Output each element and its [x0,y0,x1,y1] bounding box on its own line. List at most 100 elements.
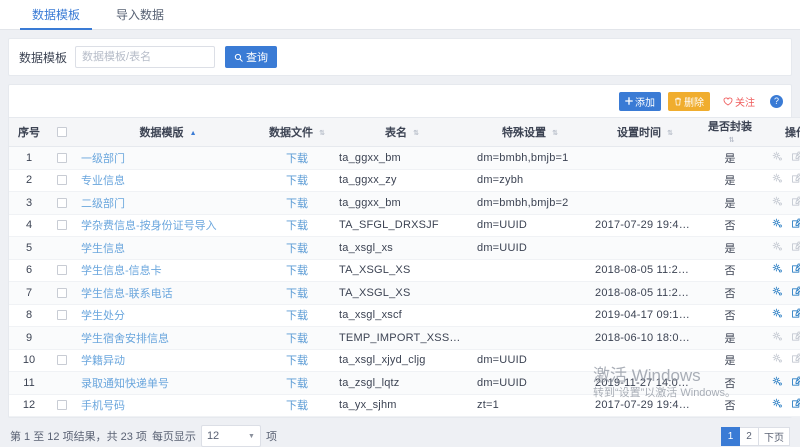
cell-checkbox[interactable] [49,237,75,260]
template-link[interactable]: 学籍异动 [81,355,125,367]
configure-icon[interactable] [772,331,783,342]
add-button[interactable]: 添加 [619,92,661,111]
cell-checkbox[interactable] [49,282,75,305]
column-header-tablename[interactable]: 表名 ⇅ [333,118,471,147]
cell-checkbox[interactable] [49,327,75,350]
pagesize-select[interactable]: 12 ▼ [201,425,261,447]
configure-icon[interactable] [772,308,783,319]
cell-file[interactable]: 下载 [261,169,333,192]
download-link[interactable]: 下载 [286,288,308,300]
column-header-file[interactable]: 数据文件 ⇅ [261,118,333,147]
cell-checkbox[interactable] [49,214,75,237]
row-checkbox[interactable] [57,153,67,163]
edit-icon[interactable] [791,353,800,364]
delete-button[interactable]: 删除 [668,92,710,111]
download-link[interactable]: 下载 [286,378,308,390]
row-checkbox[interactable] [57,220,67,230]
select-all-checkbox[interactable] [57,127,67,137]
cell-template[interactable]: 录取通知快递单号 [75,372,261,395]
cell-file[interactable]: 下载 [261,259,333,282]
template-link[interactable]: 一级部门 [81,153,125,165]
column-header-select-all[interactable] [49,118,75,147]
cell-checkbox[interactable] [49,304,75,327]
template-link[interactable]: 录取通知快递单号 [81,378,169,390]
cell-file[interactable]: 下载 [261,147,333,170]
cell-checkbox[interactable] [49,349,75,372]
edit-icon[interactable] [791,218,800,229]
cell-template[interactable]: 学生信息 [75,237,261,260]
template-link[interactable]: 学生处分 [81,310,125,322]
download-link[interactable]: 下载 [286,220,308,232]
cell-template[interactable]: 学生信息-联系电话 [75,282,261,305]
template-link[interactable]: 学生信息-信息卡 [81,265,162,277]
cell-template[interactable]: 学生宿舍安排信息 [75,327,261,350]
row-checkbox[interactable] [57,310,67,320]
configure-icon[interactable] [772,196,783,207]
configure-icon[interactable] [772,286,783,297]
configure-icon[interactable] [772,151,783,162]
cell-file[interactable]: 下载 [261,372,333,395]
cell-file[interactable]: 下载 [261,327,333,350]
configure-icon[interactable] [772,241,783,252]
cell-checkbox[interactable] [49,259,75,282]
configure-icon[interactable] [772,376,783,387]
row-checkbox[interactable] [57,198,67,208]
cell-template[interactable]: 学生信息-信息卡 [75,259,261,282]
download-link[interactable]: 下载 [286,198,308,210]
tab-import-data[interactable]: 导入数据 [98,0,182,29]
cell-template[interactable]: 一级部门 [75,147,261,170]
question-icon[interactable]: ? [770,95,783,108]
download-link[interactable]: 下载 [286,310,308,322]
cell-file[interactable]: 下载 [261,304,333,327]
search-input[interactable] [75,46,215,68]
download-link[interactable]: 下载 [286,243,308,255]
cell-template[interactable]: 学生处分 [75,304,261,327]
download-link[interactable]: 下载 [286,333,308,345]
configure-icon[interactable] [772,263,783,274]
sort-ascending-icon[interactable]: ▲ [190,130,197,137]
cell-template[interactable]: 学杂费信息-按身份证号导入 [75,214,261,237]
favorite-button[interactable]: 关注 [717,92,761,111]
row-checkbox[interactable] [57,265,67,275]
download-link[interactable]: 下载 [286,265,308,277]
template-link[interactable]: 学生宿舍安排信息 [81,333,169,345]
cell-checkbox[interactable] [49,372,75,395]
edit-icon[interactable] [791,173,800,184]
row-checkbox[interactable] [57,288,67,298]
pagination-button[interactable]: 下页 [759,427,790,446]
cell-file[interactable]: 下载 [261,192,333,215]
column-header-special[interactable]: 特殊设置 ⇅ [471,118,589,147]
row-checkbox[interactable] [57,400,67,410]
cell-template[interactable]: 手机号码 [75,394,261,417]
edit-icon[interactable] [791,241,800,252]
cell-template[interactable]: 二级部门 [75,192,261,215]
row-checkbox[interactable] [57,175,67,185]
sort-icon[interactable]: ⇅ [413,130,419,137]
sort-icon[interactable]: ⇅ [667,130,673,137]
pagination-button[interactable]: 1 [721,427,740,446]
edit-icon[interactable] [791,376,800,387]
template-link[interactable]: 学生信息 [81,243,125,255]
sort-icon[interactable]: ⇅ [729,137,735,144]
sort-icon[interactable]: ⇅ [552,130,558,137]
cell-file[interactable]: 下载 [261,237,333,260]
template-link[interactable]: 手机号码 [81,400,125,412]
download-link[interactable]: 下载 [286,153,308,165]
template-link[interactable]: 专业信息 [81,175,125,187]
edit-icon[interactable] [791,331,800,342]
cell-checkbox[interactable] [49,394,75,417]
edit-icon[interactable] [791,286,800,297]
cell-file[interactable]: 下载 [261,282,333,305]
cell-template[interactable]: 学籍异动 [75,349,261,372]
cell-template[interactable]: 专业信息 [75,169,261,192]
cell-checkbox[interactable] [49,192,75,215]
column-header-template[interactable]: 数据模版 ▲ [75,118,261,147]
download-link[interactable]: 下载 [286,355,308,367]
configure-icon[interactable] [772,353,783,364]
cell-checkbox[interactable] [49,147,75,170]
configure-icon[interactable] [772,173,783,184]
cell-file[interactable]: 下载 [261,349,333,372]
edit-icon[interactable] [791,151,800,162]
template-link[interactable]: 二级部门 [81,198,125,210]
tab-data-template[interactable]: 数据模板 [14,0,98,29]
